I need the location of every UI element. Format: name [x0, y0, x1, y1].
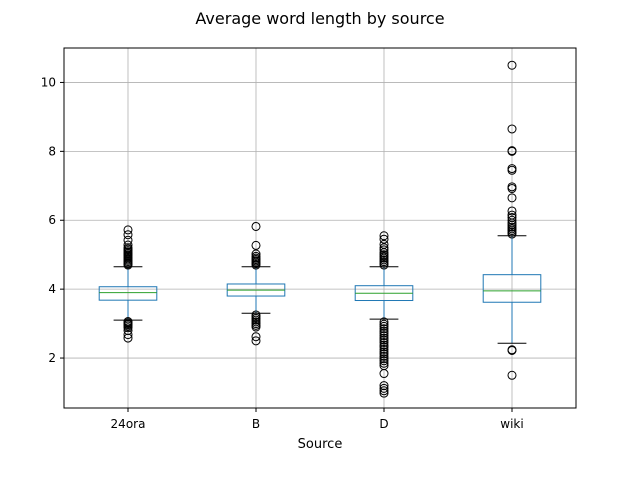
- outlier-point: [507, 345, 517, 355]
- outlier-point: [507, 210, 517, 220]
- x-axis-label: Source: [298, 437, 343, 452]
- outlier-point: [123, 225, 133, 235]
- x-tick-label: 24ora: [111, 417, 146, 431]
- outlier-point: [507, 222, 517, 232]
- box-wiki: [482, 274, 542, 303]
- outlier-point: [123, 317, 133, 327]
- outlier-point: [379, 319, 389, 329]
- outlier-point: [379, 239, 389, 249]
- x-tick-label: D: [379, 417, 388, 431]
- y-tick-label: 10: [41, 75, 56, 89]
- outlier-point: [379, 335, 389, 345]
- outlier-point: [251, 310, 261, 320]
- outlier-point: [507, 212, 517, 222]
- y-tick-label: 2: [48, 351, 56, 365]
- outlier-point: [379, 386, 389, 396]
- outlier-point: [507, 124, 517, 134]
- outlier-point: [379, 358, 389, 368]
- outlier-point: [251, 332, 261, 342]
- outlier-point: [379, 331, 389, 341]
- outlier-point: [507, 146, 517, 156]
- outlier-point: [379, 243, 389, 253]
- box-24ora: [98, 286, 158, 301]
- outlier-point: [379, 342, 389, 352]
- outlier-point: [123, 240, 133, 250]
- x-tick-label: wiki: [500, 417, 523, 431]
- outlier-point: [379, 321, 389, 331]
- outlier-point: [379, 234, 389, 244]
- outlier-point: [379, 338, 389, 348]
- outlier-point: [251, 221, 261, 231]
- outlier-point: [251, 240, 261, 250]
- outlier-point: [507, 215, 517, 225]
- outlier-point: [379, 333, 389, 343]
- outlier-point: [123, 330, 133, 340]
- outlier-point: [379, 347, 389, 357]
- outlier-point: [379, 324, 389, 334]
- outlier-point: [507, 370, 517, 380]
- axes-frame: [63, 47, 577, 409]
- outlier-point: [251, 251, 261, 261]
- outlier-point: [379, 250, 389, 260]
- chart-title: Average word length by source: [195, 9, 444, 28]
- outlier-point: [507, 206, 517, 216]
- outlier-point: [379, 381, 389, 391]
- outlier-point: [251, 249, 261, 259]
- outlier-point: [379, 317, 389, 327]
- outlier-point: [507, 193, 517, 203]
- outlier-point: [123, 230, 133, 240]
- y-tick-label: 8: [48, 144, 56, 158]
- outlier-point: [379, 340, 389, 350]
- outlier-point: [379, 361, 389, 371]
- outlier-point: [379, 344, 389, 354]
- outlier-point: [507, 164, 517, 174]
- outlier-point: [379, 245, 389, 255]
- outlier-point: [507, 60, 517, 70]
- outlier-point: [379, 326, 389, 336]
- outlier-point: [251, 336, 261, 346]
- x-tick-label: B: [252, 417, 260, 431]
- outlier-point: [379, 356, 389, 366]
- outlier-point: [379, 231, 389, 241]
- outlier-point: [379, 328, 389, 338]
- outlier-point: [507, 182, 517, 192]
- outlier-point: [123, 235, 133, 245]
- y-tick-label: 4: [48, 282, 56, 296]
- outlier-point: [379, 383, 389, 393]
- outlier-point: [379, 351, 389, 361]
- y-tick-label: 6: [48, 213, 56, 227]
- outlier-point: [379, 349, 389, 359]
- outlier-point: [379, 354, 389, 364]
